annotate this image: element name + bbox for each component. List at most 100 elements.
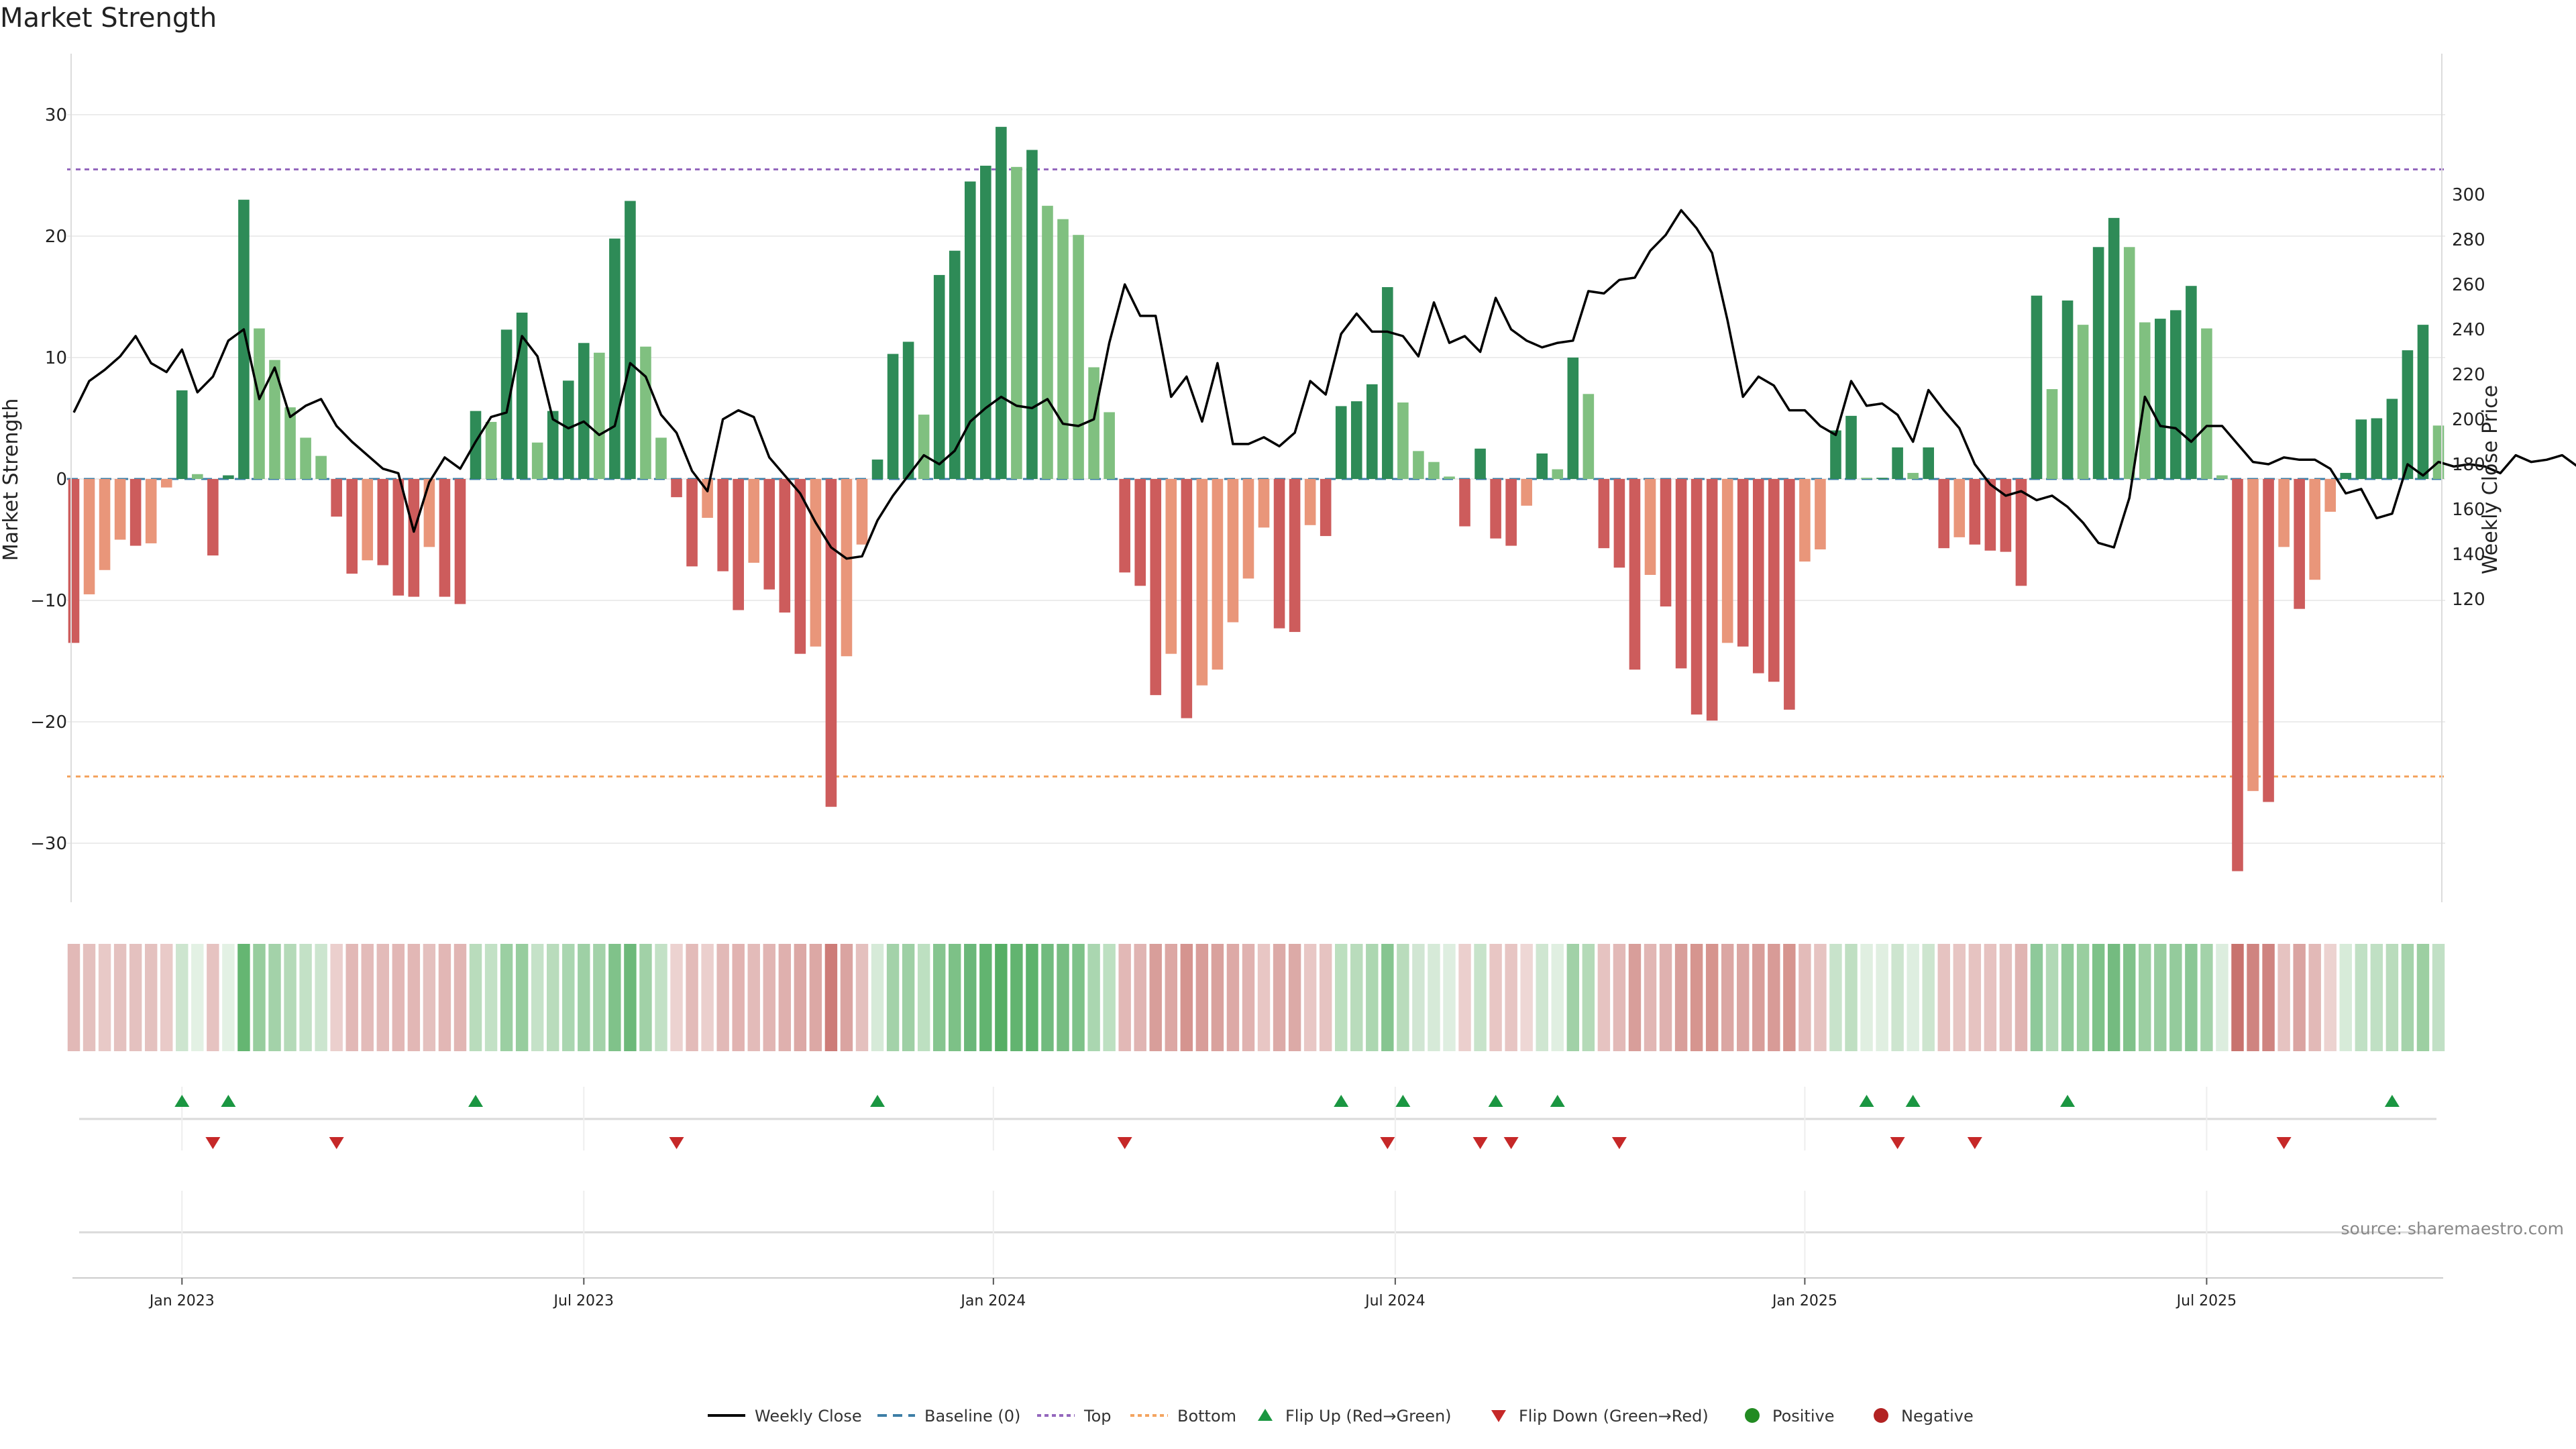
strength-bar-53 [887, 354, 899, 479]
rail-cell-151 [2401, 944, 2414, 1051]
strength-bar-141 [2247, 479, 2259, 792]
rail-cell-97 [1566, 944, 1580, 1051]
strength-bar-95 [1536, 453, 1548, 479]
strength-bar-108 [1737, 479, 1749, 647]
strength-bar-76 [1242, 479, 1254, 579]
rail-cell-116 [1860, 944, 1873, 1051]
strength-bar-124 [1984, 479, 1996, 551]
rail-cell-143 [2277, 944, 2290, 1051]
dot-panel [79, 1191, 2436, 1275]
strength-bar-132 [2108, 217, 2120, 479]
rail-cell-21 [392, 944, 405, 1051]
rail-cell-3 [113, 944, 127, 1051]
rail-cell-20 [376, 944, 389, 1051]
rail-cell-89 [1443, 944, 1456, 1051]
legend-swatch-5 [1491, 1410, 1506, 1422]
left-tick--20: −20 [30, 712, 67, 733]
strength-bar-112 [1799, 479, 1811, 562]
rail-cell-81 [1319, 944, 1332, 1051]
strength-bar-86 [1397, 402, 1409, 479]
strength-bar-152 [2417, 325, 2429, 479]
rail-cell-112 [1799, 944, 1811, 1051]
rail-cell-53 [886, 944, 900, 1051]
rail-cell-54 [902, 944, 915, 1051]
rail-cell-146 [2324, 944, 2337, 1051]
strength-bar-63 [1042, 205, 1053, 479]
rail-cell-32 [562, 944, 575, 1051]
strength-bar-119 [1907, 472, 1919, 479]
rail-cell-46 [778, 944, 792, 1051]
flip-up-marker-9 [1905, 1095, 1921, 1107]
strength-bar-106 [1706, 479, 1718, 721]
strength-bar-31 [547, 411, 559, 479]
rail-cell-29 [515, 944, 529, 1051]
strength-bar-92 [1490, 479, 1501, 539]
rail-cell-102 [1644, 944, 1657, 1051]
rail-cell-105 [1690, 944, 1703, 1051]
strength-bar-140 [2232, 479, 2243, 871]
rail-cell-91 [1474, 944, 1487, 1051]
strength-bar-139 [2216, 475, 2228, 479]
legend-label-6: Positive [1772, 1407, 1835, 1426]
rail-cell-42 [716, 944, 729, 1051]
right-tick-280: 280 [2452, 230, 2485, 250]
rail-cell-153 [2432, 944, 2445, 1051]
strength-bar-13 [269, 360, 280, 479]
legend-swatch-4 [1258, 1409, 1273, 1421]
flip-down-marker-2 [669, 1137, 684, 1149]
rail-cell-67 [1103, 944, 1116, 1051]
strength-bar-36 [625, 201, 636, 479]
rail-cell-59 [979, 944, 992, 1051]
rail-cell-62 [1026, 944, 1038, 1051]
flip-down-marker-9 [1967, 1137, 1982, 1149]
strength-bar-70 [1150, 479, 1162, 696]
strength-bar-149 [2371, 418, 2383, 479]
rail-cell-8 [191, 944, 204, 1051]
strength-bar-10 [223, 475, 234, 479]
strength-bar-104 [1675, 479, 1687, 669]
strength-bar-73 [1196, 479, 1208, 686]
legend-label-7: Negative [1901, 1407, 1974, 1426]
rail-cell-56 [932, 944, 946, 1051]
strength-bar-46 [779, 479, 791, 613]
flip-down-marker-8 [1890, 1137, 1905, 1149]
strength-bar-34 [594, 352, 605, 479]
strength-bar-61 [1011, 166, 1022, 479]
x-tick-label-2: Jan 2024 [959, 1293, 1026, 1309]
x-tick-label-0: Jan 2023 [148, 1293, 215, 1309]
flip-down-marker-5 [1472, 1137, 1488, 1149]
strength-bar-64 [1057, 219, 1069, 479]
strength-bar-2 [99, 479, 111, 570]
right-tick-120: 120 [2452, 590, 2485, 610]
rail-cell-28 [500, 944, 513, 1051]
strength-bar-77 [1258, 479, 1270, 528]
rail-cell-149 [2370, 944, 2383, 1051]
rail-cell-141 [2247, 944, 2259, 1051]
strength-bar-111 [1784, 479, 1795, 710]
rail-cell-39 [670, 944, 683, 1051]
flip-up-marker-0 [174, 1095, 190, 1107]
rail-cell-83 [1350, 944, 1363, 1051]
strength-bar-96 [1552, 469, 1564, 479]
strength-bar-25 [454, 479, 466, 604]
rail-cell-129 [2061, 944, 2074, 1051]
strength-bar-22 [408, 479, 420, 597]
strength-bar-43 [733, 479, 744, 610]
rail-cell-78 [1273, 944, 1286, 1051]
flip-down-marker-7 [1611, 1137, 1627, 1149]
x-tick-label-5: Jul 2025 [2176, 1293, 2237, 1309]
rail-cell-70 [1149, 944, 1162, 1051]
rail-cell-152 [2416, 944, 2430, 1051]
strength-bar-49 [825, 479, 837, 807]
rail-cell-55 [917, 944, 930, 1051]
rail-cell-128 [2045, 944, 2059, 1051]
legend-label-1: Baseline (0) [924, 1407, 1020, 1426]
strength-bar-118 [1892, 447, 1903, 479]
rail-cell-0 [67, 944, 80, 1051]
rail-cell-92 [1489, 944, 1502, 1051]
rail-cell-43 [732, 944, 745, 1051]
rail-cell-126 [2015, 944, 2028, 1051]
strength-bar-89 [1444, 476, 1455, 479]
rail-cell-124 [1984, 944, 1997, 1051]
rail-cell-111 [1783, 944, 1796, 1051]
